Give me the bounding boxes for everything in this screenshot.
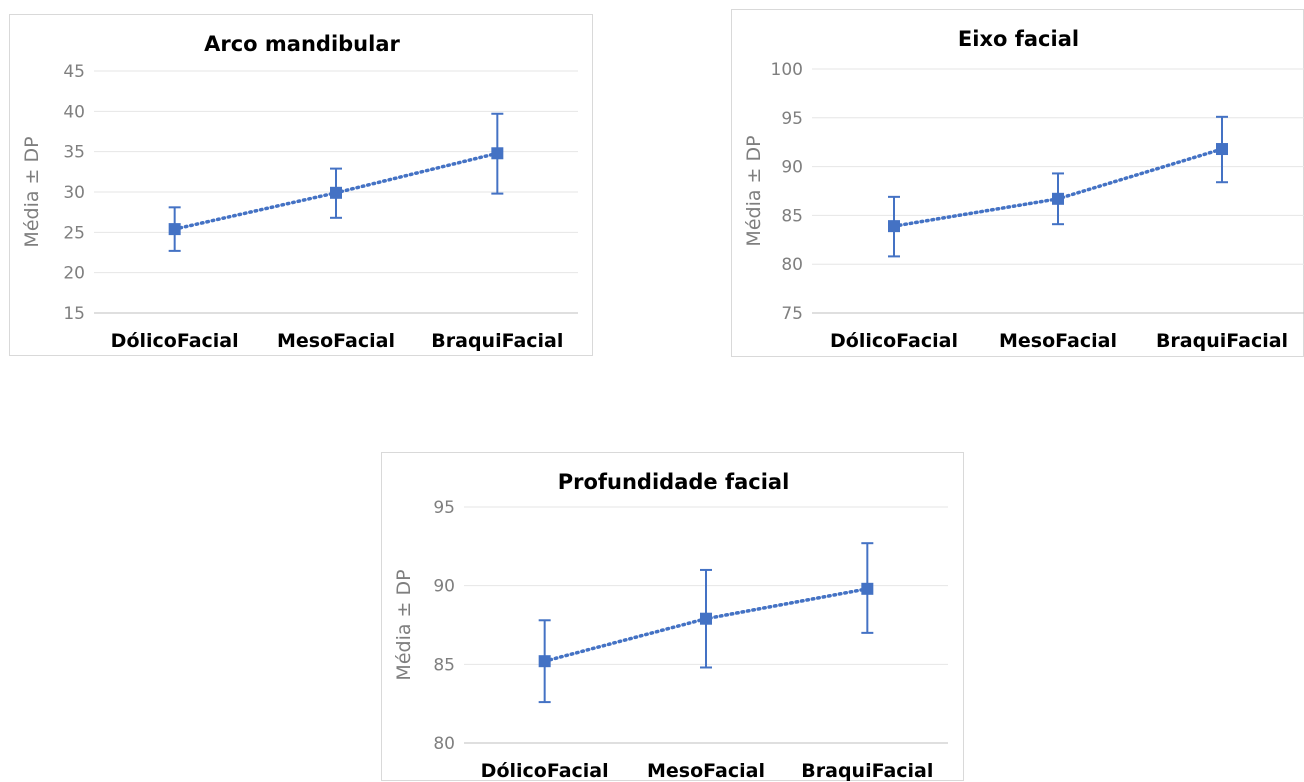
data-point xyxy=(700,612,712,625)
x-category-label: BraquiFacial xyxy=(431,330,563,352)
y-tick-label: 85 xyxy=(433,655,455,675)
data-point xyxy=(1052,192,1064,205)
data-point xyxy=(861,582,874,595)
y-tick-label: 30 xyxy=(63,183,85,203)
data-point xyxy=(538,655,551,668)
y-axis-label: Média ± DP xyxy=(393,569,415,680)
y-tick-label: 85 xyxy=(781,206,803,226)
x-category-label: BraquiFacial xyxy=(1156,330,1288,352)
y-tick-label: 95 xyxy=(433,498,455,518)
chart-title: Eixo facial xyxy=(958,27,1079,51)
x-category-label: DólicoFacial xyxy=(481,760,609,782)
chart-title: Arco mandibular xyxy=(204,32,400,56)
chart-eixo-facial: Eixo facial Média ± DP 75 80 85 90 95 100 Dólico… xyxy=(731,9,1304,357)
chart-svg: Profundidade facial Média ± DP 80 85 90 95 Dól… xyxy=(393,470,948,782)
y-tick-label: 15 xyxy=(63,304,85,324)
y-tick-label: 25 xyxy=(63,223,85,243)
x-category-label: MesoFacial xyxy=(277,330,395,352)
x-category-label: BraquiFacial xyxy=(801,760,933,782)
y-axis-label: Média ± DP xyxy=(21,136,43,247)
y-tick-label: 75 xyxy=(781,304,803,324)
data-point xyxy=(330,186,342,199)
y-tick-label: 90 xyxy=(433,577,455,597)
x-category-label: DólicoFacial xyxy=(111,330,239,352)
x-category-label: MesoFacial xyxy=(647,760,765,782)
y-tick-label: 45 xyxy=(63,62,85,82)
chart-profundidade-facial: Profundidade facial Média ± DP 80 85 90 95 Dól… xyxy=(381,452,964,782)
x-category-label: DólicoFacial xyxy=(830,330,958,352)
data-point xyxy=(168,223,181,236)
y-tick-label: 80 xyxy=(433,734,455,754)
data-point xyxy=(491,147,504,160)
y-tick-label: 35 xyxy=(63,143,85,163)
y-tick-label: 80 xyxy=(781,255,803,275)
y-tick-label: 20 xyxy=(63,264,85,284)
chart-svg: Arco mandibular Média ± DP 15 20 25 30 35 40 45 D… xyxy=(21,32,578,352)
chart-arco-mandibular: Arco mandibular Média ± DP 15 20 25 30 35 40 45 D… xyxy=(9,14,593,356)
data-point xyxy=(888,220,900,233)
chart-title: Profundidade facial xyxy=(558,470,790,494)
data-point xyxy=(1216,143,1228,156)
x-category-label: MesoFacial xyxy=(999,330,1117,352)
y-tick-label: 90 xyxy=(781,158,803,178)
y-tick-label: 95 xyxy=(781,109,803,129)
chart-svg: Eixo facial Média ± DP 75 80 85 90 95 100 Dólico… xyxy=(743,27,1304,352)
y-tick-label: 100 xyxy=(771,60,803,80)
y-axis-label: Média ± DP xyxy=(743,135,765,246)
y-tick-label: 40 xyxy=(63,102,85,122)
